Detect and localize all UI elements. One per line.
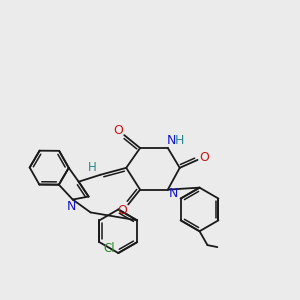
- Text: O: O: [200, 152, 209, 164]
- Text: Cl: Cl: [103, 242, 115, 255]
- Text: N: N: [167, 134, 176, 147]
- Text: H: H: [88, 161, 97, 174]
- Text: N: N: [169, 187, 178, 200]
- Text: O: O: [113, 124, 123, 137]
- Text: O: O: [117, 204, 127, 217]
- Text: N: N: [67, 200, 76, 213]
- Text: H: H: [175, 134, 184, 147]
